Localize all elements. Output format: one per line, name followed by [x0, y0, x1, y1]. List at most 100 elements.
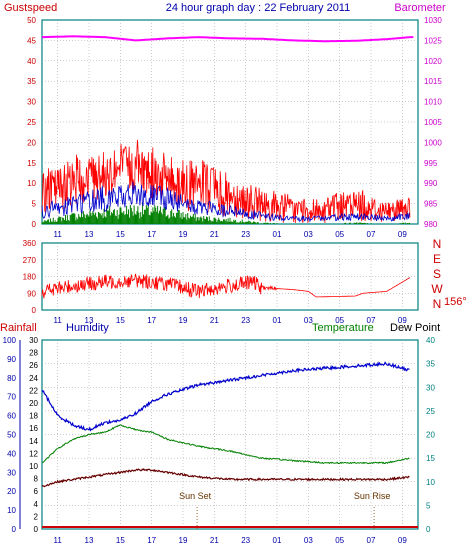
- rainfall-tick-label: 20: [7, 487, 16, 496]
- temperature-x-tick-label: 19: [179, 536, 188, 545]
- sun-annotation: Sun Rise: [354, 491, 391, 501]
- barometer-tick-label: 1005: [424, 118, 442, 127]
- temperature-tick-label: 10: [426, 478, 435, 487]
- humidity-tick-label: 20: [29, 399, 38, 408]
- direction-tick-label: 90: [27, 289, 36, 298]
- barometer-tick-label: 990: [424, 179, 438, 188]
- rainfall-tick-label: 30: [7, 468, 16, 477]
- humidity-tick-label: 26: [29, 361, 38, 370]
- wind-x-tick-label: 15: [116, 230, 125, 239]
- humidity-tick-label: 30: [29, 336, 38, 345]
- avg-wind-series: [41, 181, 410, 223]
- humidity-tick-label: 24: [29, 374, 38, 383]
- rainfall-tick-label: 0: [12, 525, 17, 534]
- temperature-tick-label: 15: [426, 454, 435, 463]
- direction-x-tick-label: 13: [85, 316, 94, 325]
- gust-series: [41, 139, 411, 224]
- barometer-tick-label: 1000: [424, 138, 442, 147]
- temperature-tick-label: 30: [426, 383, 435, 392]
- humidity-tick-label: 6: [34, 487, 39, 496]
- wind-x-tick-label: 03: [304, 230, 313, 239]
- direction-x-tick-label: 03: [304, 316, 313, 325]
- temperature-tick-label: 20: [426, 431, 435, 440]
- temperature-x-tick-label: 05: [335, 536, 344, 545]
- direction-x-tick-label: 21: [210, 316, 219, 325]
- gust-tick-label: 50: [27, 16, 36, 25]
- humidity-tick-label: 22: [29, 386, 38, 395]
- gust-tick-label: 25: [27, 118, 36, 127]
- sun-annotation: Sun Set: [179, 491, 212, 501]
- barometer-tick-label: 1015: [424, 77, 442, 86]
- gust-tick-label: 5: [32, 200, 37, 209]
- rainfall-tick-label: 100: [3, 336, 17, 345]
- gust-tick-label: 35: [27, 77, 36, 86]
- barometer-tick-label: 995: [424, 159, 438, 168]
- direction-tick-label: 270: [23, 256, 37, 265]
- direction-x-tick-label: 11: [54, 316, 63, 325]
- gust-tick-label: 0: [32, 220, 37, 229]
- humidity-tick-label: 2: [34, 512, 39, 521]
- barometer-tick-label: 1010: [424, 98, 442, 107]
- wind-x-tick-label: 09: [398, 230, 407, 239]
- humidity-tick-label: 28: [29, 349, 38, 358]
- humidity-tick-label: 10: [29, 462, 38, 471]
- temperature-x-tick-label: 21: [210, 536, 219, 545]
- direction-x-tick-label: 01: [273, 316, 282, 325]
- barometer-series: [42, 35, 414, 43]
- wind-x-tick-label: 17: [147, 230, 156, 239]
- temperature-series: [41, 424, 410, 465]
- direction-x-tick-label: 07: [367, 316, 376, 325]
- humidity-tick-label: 8: [34, 475, 39, 484]
- wind-x-tick-label: 13: [85, 230, 94, 239]
- temperature-x-tick-label: 03: [304, 536, 313, 545]
- direction-x-tick-label: 17: [147, 316, 156, 325]
- rainfall-tick-label: 50: [7, 431, 16, 440]
- compass-label: S: [433, 267, 441, 281]
- gust-tick-label: 30: [27, 98, 36, 107]
- humidity-label: Humidity: [66, 322, 109, 334]
- temperature-x-tick-label: 01: [273, 536, 282, 545]
- compass-label: N: [433, 297, 442, 311]
- humidity-tick-label: 16: [29, 424, 38, 433]
- temperature-label: Temperature: [312, 322, 374, 334]
- compass-label: W: [431, 282, 443, 296]
- humidity-tick-label: 18: [29, 412, 38, 421]
- temperature-x-tick-label: 09: [398, 536, 407, 545]
- rainfall-tick-label: 70: [7, 393, 16, 402]
- temperature-x-tick-label: 13: [85, 536, 94, 545]
- humidity-tick-label: 12: [29, 449, 38, 458]
- gust-tick-label: 15: [27, 159, 36, 168]
- direction-x-tick-label: 05: [335, 316, 344, 325]
- temperature-tick-label: 40: [426, 336, 435, 345]
- direction-tick-label: 180: [23, 273, 37, 282]
- humidity-tick-label: 4: [34, 500, 39, 509]
- temperature-tick-label: 25: [426, 407, 435, 416]
- humidity-tick-label: 0: [34, 525, 39, 534]
- wind-x-tick-label: 07: [367, 230, 376, 239]
- gust-tick-label: 45: [27, 36, 36, 45]
- barometer-tick-label: 1025: [424, 36, 442, 45]
- temperature-x-tick-label: 15: [116, 536, 125, 545]
- direction-x-tick-label: 15: [116, 316, 125, 325]
- wind-x-tick-label: 05: [335, 230, 344, 239]
- header-right: Barometer: [394, 2, 446, 14]
- rainfall-tick-label: 80: [7, 374, 16, 383]
- direction-x-tick-label: 09: [398, 316, 407, 325]
- temperature-x-tick-label: 23: [241, 536, 250, 545]
- wind-x-tick-label: 23: [241, 230, 250, 239]
- temperature-tick-label: 5: [426, 501, 431, 510]
- wind-x-tick-label: 21: [210, 230, 219, 239]
- rainfall-label: Rainfall: [0, 322, 37, 334]
- temperature-x-tick-label: 11: [54, 536, 63, 545]
- current-direction: 156°: [444, 296, 467, 308]
- humidity-tick-label: 14: [29, 437, 38, 446]
- temperature-tick-label: 35: [426, 360, 435, 369]
- dew-point-label: Dew Point: [390, 322, 440, 334]
- barometer-tick-label: 1020: [424, 57, 442, 66]
- wind-x-tick-label: 01: [273, 230, 282, 239]
- barometer-tick-label: 980: [424, 220, 438, 229]
- direction-x-tick-label: 19: [179, 316, 188, 325]
- wind-x-tick-label: 19: [179, 230, 188, 239]
- direction-series: [41, 273, 411, 299]
